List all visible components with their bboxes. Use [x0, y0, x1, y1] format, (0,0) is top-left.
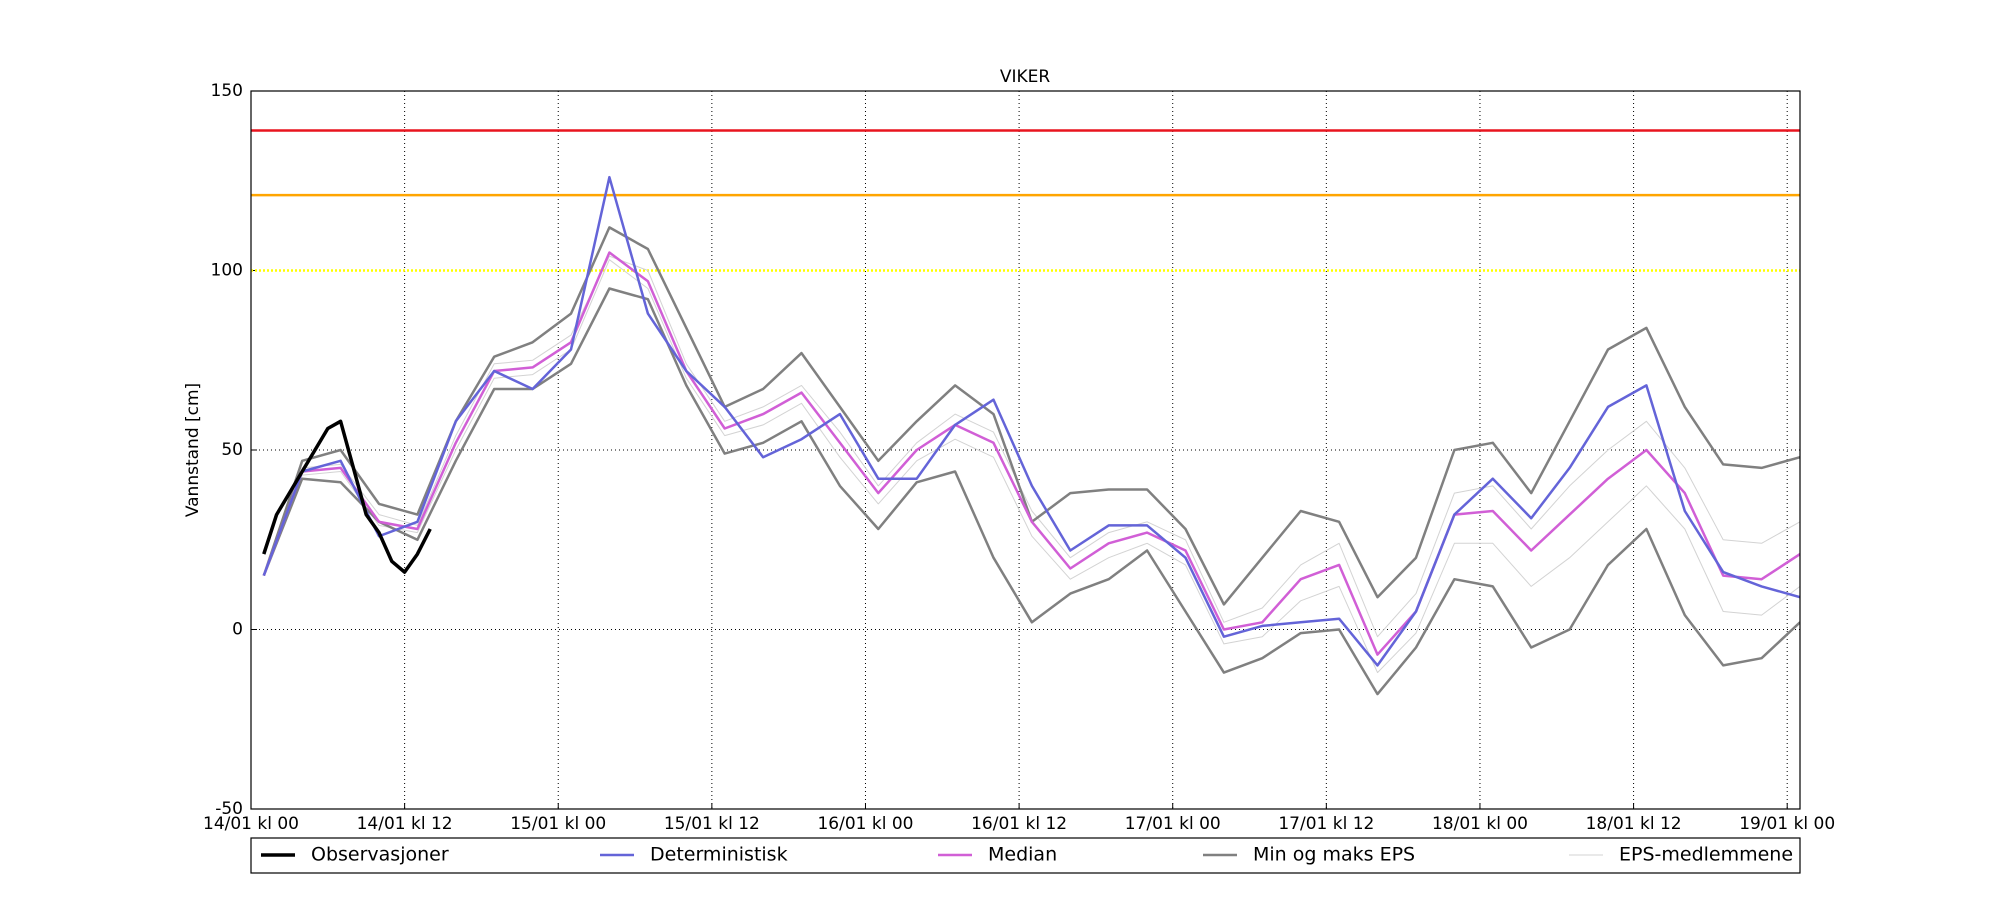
legend-label: Median: [988, 844, 1057, 866]
series-line: [262, 175, 1800, 667]
series-line: [262, 226, 1800, 606]
x-tick-label: 15/01 kl 00: [510, 814, 606, 834]
x-tick-label: 17/01 kl 00: [1125, 814, 1221, 834]
legend-label: Min og maks EPS: [1253, 844, 1415, 866]
legend-label: Observasjoner: [311, 844, 449, 866]
x-tick-label: 18/01 kl 00: [1432, 814, 1528, 834]
x-tick-label: 19/01 kl 00: [1739, 814, 1835, 834]
y-axis-label: Vannstand [cm]: [183, 383, 203, 517]
y-tick-label: 50: [221, 440, 243, 460]
x-tick-label: 16/01 kl 00: [817, 814, 913, 834]
x-tick-label: 17/01 kl 12: [1278, 814, 1374, 834]
ensemble-member: [263, 259, 1800, 674]
x-tick-label: 14/01 kl 00: [203, 814, 299, 834]
x-tick-label: 16/01 kl 12: [971, 814, 1067, 834]
series-line: [262, 251, 1800, 656]
series-min-line: [262, 287, 1800, 696]
y-tick-label: 100: [211, 261, 243, 281]
chart-title: VIKER: [1000, 67, 1051, 87]
x-tick-label: 14/01 kl 12: [357, 814, 453, 834]
legend-box: [250, 837, 1801, 874]
y-tick-label: 0: [232, 620, 243, 640]
plot-frame: [250, 90, 1801, 810]
legend-label: Deterministisk: [650, 844, 788, 866]
x-tick-label: 18/01 kl 12: [1586, 814, 1682, 834]
legend-label: EPS-medlemmene: [1619, 844, 1793, 866]
y-tick-label: 150: [211, 81, 243, 101]
y-tick-label: -50: [215, 799, 243, 819]
x-tick-label: 15/01 kl 12: [664, 814, 760, 834]
ensemble-member: [263, 255, 1800, 638]
series-line: [262, 419, 432, 574]
